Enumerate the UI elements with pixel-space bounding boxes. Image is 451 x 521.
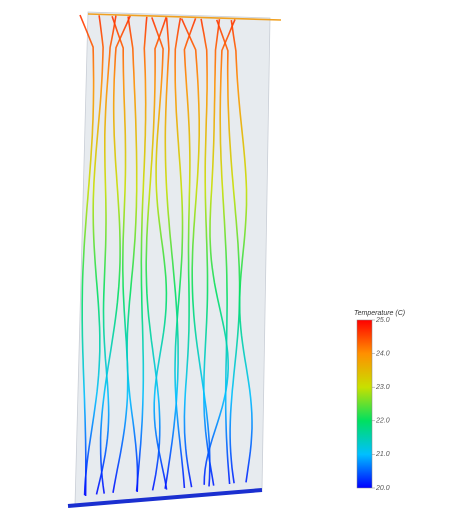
colorbar-tick-label: 20.0	[375, 485, 390, 492]
colorbar-tick-label: 25.0	[375, 317, 390, 324]
colorbar-tick-label: 23.0	[375, 384, 390, 391]
colorbar-tick-label: 21.0	[375, 451, 390, 458]
colorbar	[357, 320, 372, 488]
colorbar-tick-label: 22.0	[375, 418, 390, 425]
colorbar-title: Temperature (C)	[354, 310, 405, 317]
colorbar-ticks: 25.0 24.0 23.0 22.0 21.0 20.0	[372, 317, 390, 492]
colorbar-tick-label: 24.0	[375, 350, 390, 357]
visualization: Temperature (C) 25.0 24.0 23.0 22.0 21.0 20.0	[0, 0, 451, 521]
